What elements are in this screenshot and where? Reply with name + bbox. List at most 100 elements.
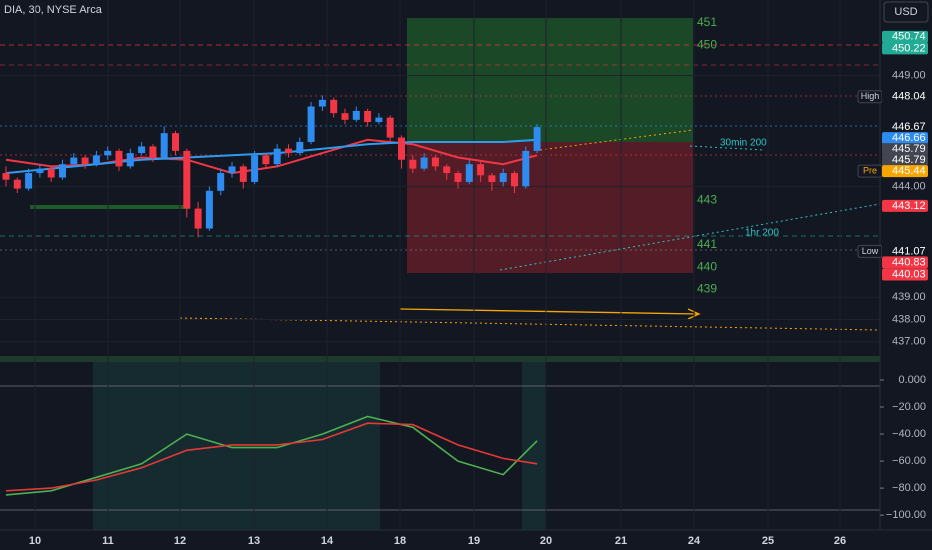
x-tick-label: 11	[102, 535, 114, 547]
y-tick-label: 439.00	[892, 291, 926, 303]
x-tick-label: 21	[615, 535, 627, 547]
indicator-zone	[93, 362, 380, 530]
indicator-tick-label: −80.00	[892, 482, 926, 494]
trend-line	[499, 203, 881, 271]
candle-body	[149, 146, 157, 158]
y-tick-label: 437.00	[892, 336, 926, 348]
price-tag	[882, 165, 928, 178]
arrow-line	[399, 308, 699, 315]
candle-body	[533, 127, 541, 151]
x-tick-label: 26	[834, 535, 846, 547]
x-tick-label: 25	[762, 535, 774, 547]
tag-name: Pre	[863, 166, 877, 176]
y-tick-label: 438.00	[892, 313, 926, 325]
candle-body	[386, 117, 394, 138]
price-tag-label: 448.04	[892, 91, 926, 103]
candle-body	[454, 173, 462, 182]
tag-name: Low	[862, 246, 879, 256]
price-tag	[882, 199, 928, 212]
arrow-head	[687, 308, 701, 320]
candle-body	[409, 159, 417, 169]
candle-body	[183, 150, 191, 209]
candle-body	[307, 106, 315, 142]
annotation: 1hr 200	[745, 228, 779, 239]
candle-body	[217, 173, 225, 191]
candle-body	[205, 190, 213, 229]
candle-body	[499, 173, 507, 182]
candle-body	[13, 179, 21, 189]
currency-label: USD	[894, 6, 917, 18]
candle-body	[70, 157, 78, 165]
price-tag	[882, 256, 928, 269]
candle-body	[431, 157, 439, 167]
candle-body	[465, 164, 473, 182]
zone-label: 439	[697, 281, 717, 295]
annotation: 30min 200	[720, 138, 767, 149]
zone-label: 450	[697, 37, 717, 51]
candle-body	[2, 173, 10, 180]
candle-body	[138, 146, 146, 154]
indicator-tick-label: −40.00	[892, 428, 926, 440]
indicator-line	[5, 415, 538, 496]
price-tag	[882, 268, 928, 281]
x-tick-label: 18	[394, 535, 406, 547]
price-tag-label: 446.67	[892, 121, 926, 133]
price-tag-label: 445.79	[892, 143, 926, 155]
candle-body	[239, 166, 247, 182]
indicator-line	[5, 422, 538, 492]
price-tag	[882, 90, 928, 103]
y-tick-label: 444.00	[892, 180, 926, 192]
price-tag	[882, 42, 928, 55]
candle-body	[330, 99, 338, 114]
candle-body	[488, 175, 496, 182]
candle-body	[318, 99, 326, 107]
stop-zone	[407, 142, 693, 273]
candle-body	[398, 137, 405, 160]
candle-body	[228, 166, 236, 174]
x-tick-label: 19	[468, 535, 480, 547]
x-tick-label: 24	[688, 535, 701, 547]
candle-body	[443, 166, 451, 174]
candle-body	[92, 155, 100, 165]
price-tag	[882, 143, 928, 156]
tag-name: High	[861, 91, 880, 101]
candle-body	[194, 208, 202, 229]
price-tag-label: 443.12	[892, 200, 926, 212]
target-zone	[407, 18, 693, 142]
candle-body	[262, 155, 270, 165]
currency-button[interactable]	[883, 1, 929, 23]
candle-body	[172, 133, 179, 151]
candle-body	[81, 157, 89, 165]
x-tick-label: 13	[248, 535, 260, 547]
zone-label: 441	[697, 237, 717, 251]
price-tag	[882, 121, 928, 134]
candle-body	[341, 113, 349, 120]
price-tag	[882, 132, 928, 145]
indicator-tick-label: 0.000	[898, 374, 926, 386]
candle-body	[115, 150, 123, 167]
candle-body	[375, 117, 383, 123]
price-tag-label: 440.83	[892, 256, 926, 268]
symbol-label: DIA, 30, NYSE Arca	[4, 4, 103, 16]
price-tag-label: 445.79	[892, 154, 926, 166]
candle-body	[251, 155, 259, 182]
candle-body	[285, 148, 292, 154]
zone-label: 443	[697, 193, 717, 207]
x-tick-label: 20	[540, 535, 552, 547]
candle-body	[477, 164, 485, 176]
candle-body	[36, 168, 44, 174]
candle-body	[104, 150, 112, 156]
price-tag-label: 440.03	[892, 268, 926, 280]
candle-body	[273, 148, 281, 165]
zone-label: 440	[697, 259, 717, 273]
candle-body	[47, 168, 55, 178]
price-tag-label: 446.66	[892, 132, 926, 144]
indicator-tick-label: −100.00	[886, 509, 926, 521]
candle-body	[420, 157, 428, 169]
price-tag-label: 445.44	[892, 165, 926, 177]
x-tick-label: 12	[174, 535, 186, 547]
candle-body	[364, 110, 372, 123]
indicator-tick-label: −20.00	[892, 401, 926, 413]
trend-line	[539, 129, 694, 151]
